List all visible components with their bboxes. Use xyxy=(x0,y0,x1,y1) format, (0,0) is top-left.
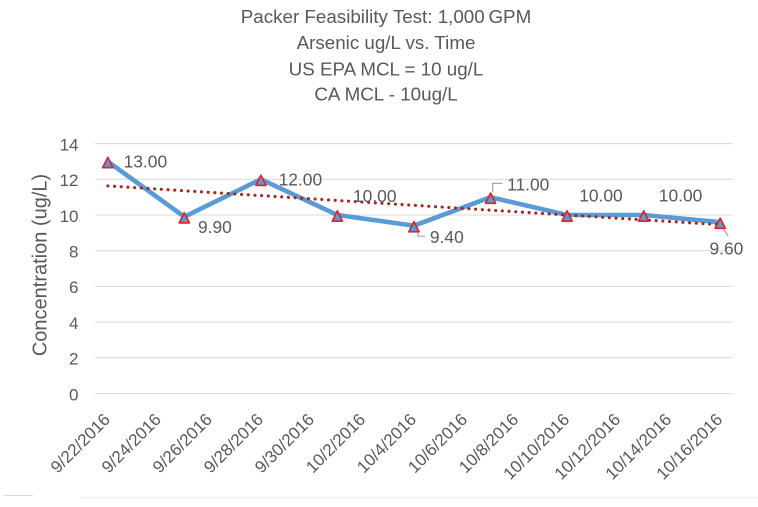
svg-text:US EPA MCL = 10 ug/L: US EPA MCL = 10 ug/L xyxy=(289,58,484,79)
svg-text:10: 10 xyxy=(60,207,79,226)
svg-text:Concentration (ug/L): Concentration (ug/L) xyxy=(29,174,51,356)
svg-text:12.00: 12.00 xyxy=(279,169,323,189)
svg-text:6: 6 xyxy=(69,278,78,297)
svg-text:8: 8 xyxy=(69,243,78,262)
svg-text:0: 0 xyxy=(69,385,78,404)
svg-text:CA MCL - 10ug/L: CA MCL - 10ug/L xyxy=(314,84,457,105)
svg-text:Arsenic ug/L vs. Time: Arsenic ug/L vs. Time xyxy=(297,32,476,53)
svg-text:4: 4 xyxy=(69,314,78,333)
svg-text:9.90: 9.90 xyxy=(198,217,232,237)
svg-text:2: 2 xyxy=(69,350,78,369)
svg-text:10.00: 10.00 xyxy=(353,186,397,206)
svg-text:Packer Feasibility Test: 1,000: Packer Feasibility Test: 1,000 GPM xyxy=(241,6,531,27)
svg-text:9.40: 9.40 xyxy=(430,227,464,247)
svg-text:13.00: 13.00 xyxy=(124,152,168,172)
svg-text:12: 12 xyxy=(60,171,79,190)
svg-text:11.00: 11.00 xyxy=(507,175,549,195)
svg-text:14: 14 xyxy=(60,135,79,154)
svg-text:10.00: 10.00 xyxy=(579,185,623,205)
svg-text:10.00: 10.00 xyxy=(659,185,703,205)
svg-text:9.60: 9.60 xyxy=(710,239,744,259)
